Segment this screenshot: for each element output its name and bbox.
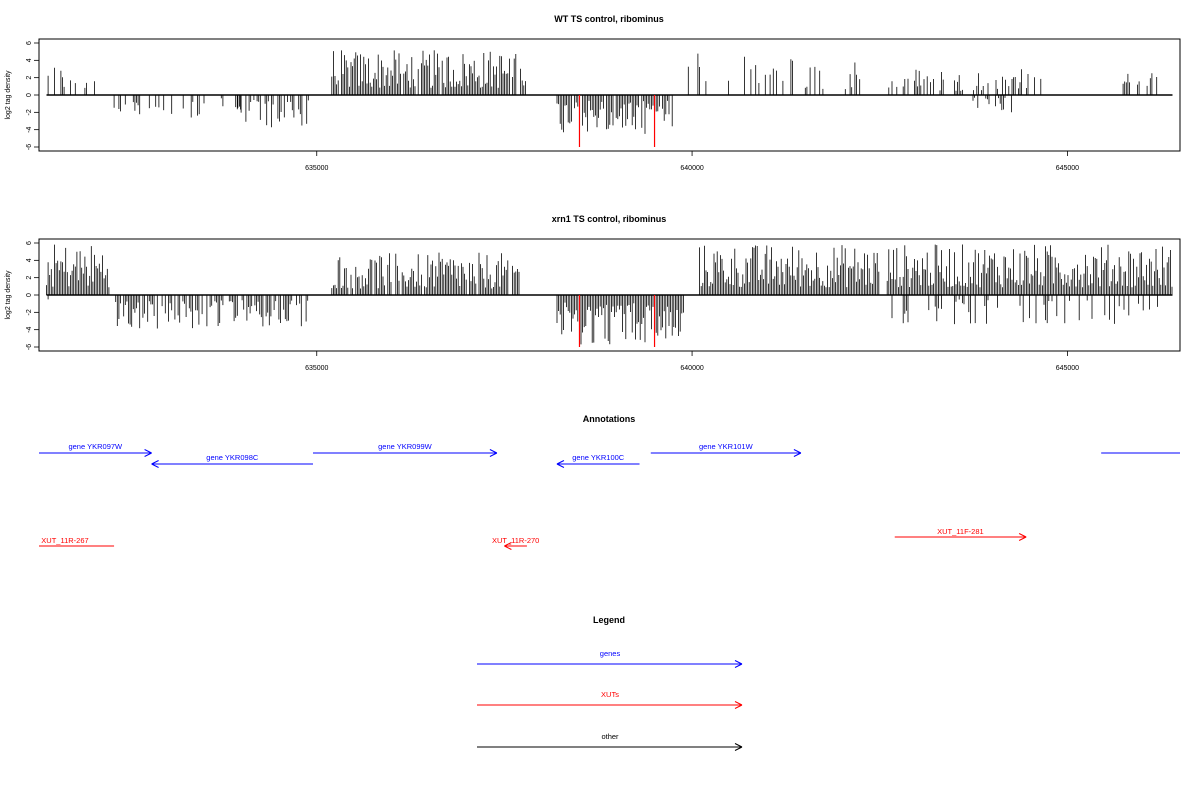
- wt-chart-title: WT TS control, ribominus: [554, 14, 664, 24]
- y-tick-label: 2: [26, 276, 33, 280]
- legend-label: genes: [600, 649, 621, 658]
- xut-annotation: XUT_11R-267: [39, 536, 115, 547]
- gene-annotation: gene YKR097W: [39, 442, 152, 457]
- wt-bars: [46, 50, 1173, 147]
- gene-label: gene YKR100C: [572, 453, 625, 462]
- gene-annotation: gene YKR100C: [556, 453, 640, 468]
- legend-label: XUTs: [601, 690, 619, 699]
- legend-label: other: [601, 732, 619, 741]
- legend-title: Legend: [593, 615, 625, 625]
- legend-item: XUTs: [477, 690, 743, 709]
- x-tick-label: 640000: [680, 165, 703, 172]
- wt-axes: -6 -4 -2 0 2 4 6 635000 640000 645000: [26, 41, 1079, 172]
- xrn1-chart-title: xrn1 TS control, ribominus: [552, 214, 667, 224]
- y-tick-label: 2: [26, 76, 33, 80]
- y-tick-label: -2: [26, 309, 33, 315]
- x-tick-label: 635000: [305, 165, 328, 172]
- gene-label: gene YKR101W: [699, 442, 754, 451]
- y-tick-label: 6: [26, 241, 33, 245]
- wt-panel: WT TS control, ribominus log2 tag densit…: [5, 14, 1181, 172]
- xut-label: XUT_11R-270: [492, 536, 539, 545]
- gene-label: gene YKR098C: [206, 453, 259, 462]
- gene-annotations: gene YKR097W gene YKR098C gene YKR099W gene…: [39, 442, 1180, 468]
- x-tick-label: 635000: [305, 365, 328, 372]
- x-tick-label: 640000: [680, 365, 703, 372]
- y-tick-label: 0: [26, 293, 33, 297]
- y-tick-label: -6: [26, 344, 33, 350]
- gene-annotation: gene YKR101W: [650, 442, 802, 457]
- legend: Legend genes XUTs other: [477, 615, 743, 751]
- xut-annotation: XUT_11R-270: [492, 536, 539, 550]
- y-tick-label: 6: [26, 41, 33, 45]
- y-tick-label: 4: [26, 58, 33, 62]
- y-tick-label: 0: [26, 93, 33, 97]
- legend-items: genes XUTs other: [477, 649, 743, 751]
- y-tick-label: 4: [26, 258, 33, 262]
- xut-label: XUT_11R-267: [41, 536, 88, 545]
- gene-annotation: gene YKR099W: [312, 442, 498, 457]
- xut-label: XUT_11F-281: [937, 527, 984, 536]
- gene-annotation: gene YKR098C: [151, 453, 313, 468]
- gene-label: gene YKR097W: [68, 442, 123, 451]
- xrn1-panel: xrn1 TS control, ribominus log2 tag dens…: [5, 214, 1181, 372]
- legend-item: genes: [477, 649, 743, 668]
- y-tick-label: -6: [26, 144, 33, 150]
- legend-item: other: [477, 732, 743, 751]
- annotations-title: Annotations: [583, 414, 636, 424]
- xut-annotations: XUT_11R-267 XUT_11R-270 XUT_11F-281: [39, 527, 1027, 550]
- xrn1-axes: -6 -4 -2 0 2 4 6 635000 640000 645000: [26, 241, 1079, 372]
- wt-y-axis-label: log2 tag density: [5, 70, 12, 120]
- xut-annotation: XUT_11F-281: [894, 527, 1027, 541]
- xrn1-y-axis-label: log2 tag density: [5, 270, 12, 320]
- x-tick-label: 645000: [1056, 365, 1079, 372]
- xrn1-bars: [46, 244, 1173, 347]
- y-tick-label: -4: [26, 326, 33, 332]
- gene-label: gene YKR099W: [378, 442, 433, 451]
- y-tick-label: -4: [26, 126, 33, 132]
- y-tick-label: -2: [26, 109, 33, 115]
- x-tick-label: 645000: [1056, 165, 1079, 172]
